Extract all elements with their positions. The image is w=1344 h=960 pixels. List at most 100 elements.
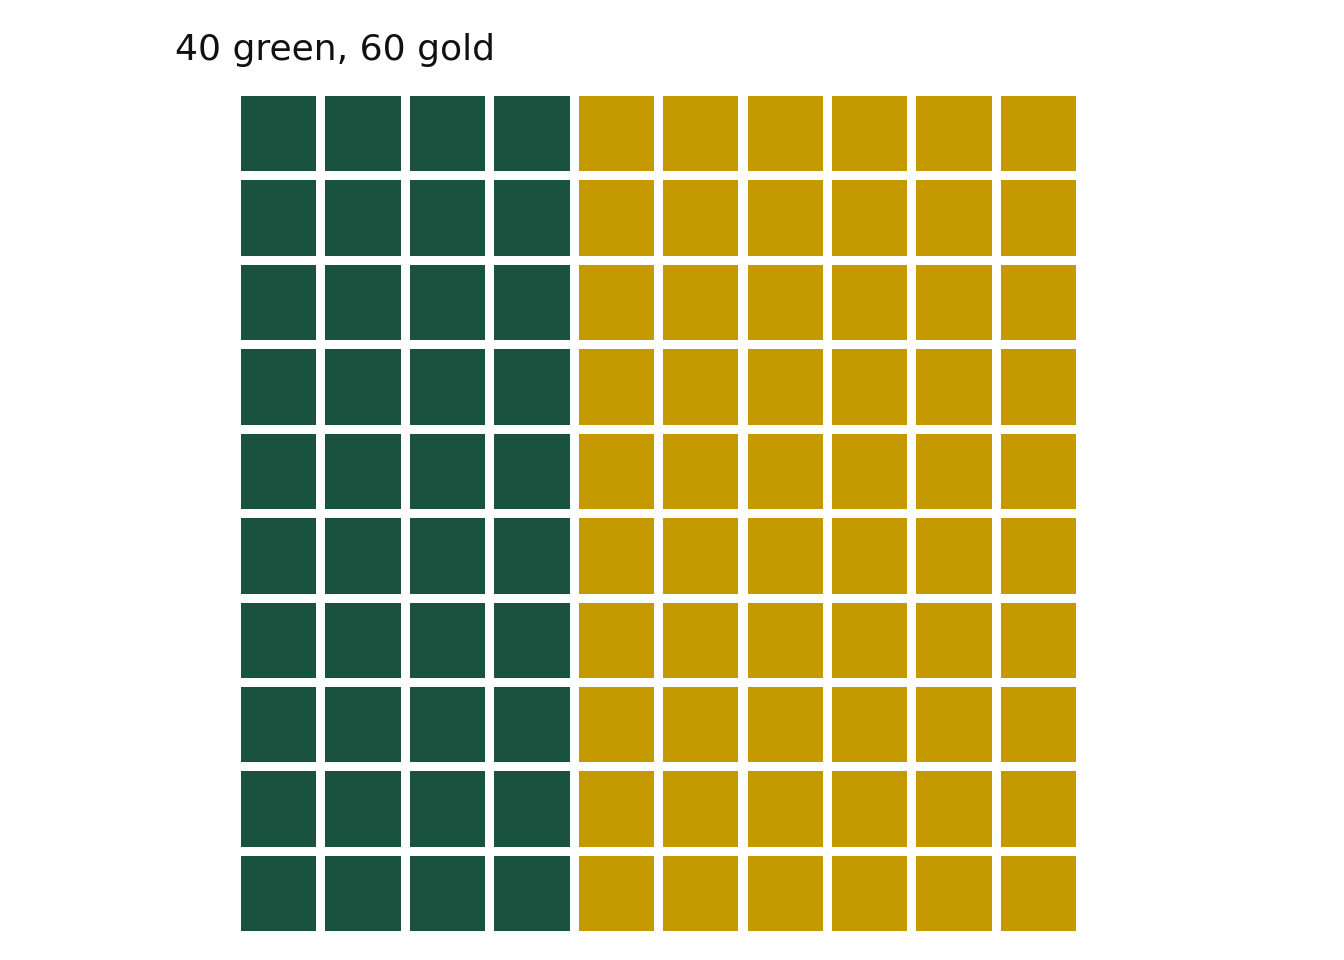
Bar — [917, 434, 992, 509]
Bar — [1001, 687, 1077, 762]
Bar — [1001, 603, 1077, 678]
Bar — [325, 687, 401, 762]
Bar — [1001, 855, 1077, 931]
Bar — [747, 434, 823, 509]
Bar — [325, 518, 401, 593]
Bar — [832, 603, 907, 678]
Bar — [663, 855, 738, 931]
Bar — [1001, 265, 1077, 340]
Bar — [663, 434, 738, 509]
Bar — [579, 518, 655, 593]
Bar — [917, 349, 992, 424]
Bar — [747, 855, 823, 931]
Bar — [495, 265, 570, 340]
Bar — [410, 855, 485, 931]
Bar — [410, 349, 485, 424]
Bar — [832, 855, 907, 931]
Bar — [410, 772, 485, 847]
Bar — [1001, 96, 1077, 172]
Bar — [747, 603, 823, 678]
Bar — [579, 603, 655, 678]
Bar — [747, 265, 823, 340]
Bar — [747, 518, 823, 593]
Bar — [325, 855, 401, 931]
Bar — [579, 265, 655, 340]
Bar — [241, 687, 316, 762]
Bar — [917, 180, 992, 255]
Bar — [663, 772, 738, 847]
Bar — [832, 349, 907, 424]
Bar — [495, 603, 570, 678]
Bar — [325, 772, 401, 847]
Bar — [917, 855, 992, 931]
Bar — [747, 772, 823, 847]
Bar — [325, 349, 401, 424]
Bar — [747, 349, 823, 424]
Bar — [241, 96, 316, 172]
Text: 40 green, 60 gold: 40 green, 60 gold — [175, 34, 495, 67]
Bar — [495, 772, 570, 847]
Bar — [495, 349, 570, 424]
Bar — [495, 96, 570, 172]
Bar — [832, 518, 907, 593]
Bar — [241, 349, 316, 424]
Bar — [832, 180, 907, 255]
Bar — [579, 349, 655, 424]
Bar — [663, 180, 738, 255]
Bar — [495, 180, 570, 255]
Bar — [579, 855, 655, 931]
Bar — [325, 96, 401, 172]
Bar — [663, 603, 738, 678]
Bar — [917, 518, 992, 593]
Bar — [917, 603, 992, 678]
Bar — [410, 434, 485, 509]
Bar — [410, 687, 485, 762]
Bar — [917, 96, 992, 172]
Bar — [410, 180, 485, 255]
Bar — [1001, 772, 1077, 847]
Bar — [579, 96, 655, 172]
Bar — [495, 855, 570, 931]
Bar — [1001, 434, 1077, 509]
Bar — [832, 265, 907, 340]
Bar — [917, 772, 992, 847]
Bar — [241, 265, 316, 340]
Bar — [663, 349, 738, 424]
Bar — [241, 180, 316, 255]
Bar — [832, 434, 907, 509]
Bar — [663, 265, 738, 340]
Bar — [663, 518, 738, 593]
Bar — [410, 518, 485, 593]
Bar — [747, 96, 823, 172]
Bar — [241, 434, 316, 509]
Bar — [579, 687, 655, 762]
Bar — [495, 518, 570, 593]
Bar — [579, 180, 655, 255]
Bar — [410, 603, 485, 678]
Bar — [495, 434, 570, 509]
Bar — [325, 265, 401, 340]
Bar — [325, 180, 401, 255]
Bar — [241, 603, 316, 678]
Bar — [832, 96, 907, 172]
Bar — [832, 687, 907, 762]
Bar — [1001, 180, 1077, 255]
Bar — [832, 772, 907, 847]
Bar — [917, 265, 992, 340]
Bar — [747, 687, 823, 762]
Bar — [917, 687, 992, 762]
Bar — [410, 265, 485, 340]
Bar — [663, 96, 738, 172]
Bar — [325, 603, 401, 678]
Bar — [241, 855, 316, 931]
Bar — [325, 434, 401, 509]
Bar — [241, 518, 316, 593]
Bar — [663, 687, 738, 762]
Bar — [241, 772, 316, 847]
Bar — [1001, 349, 1077, 424]
Bar — [747, 180, 823, 255]
Bar — [579, 434, 655, 509]
Bar — [410, 96, 485, 172]
Bar — [579, 772, 655, 847]
Bar — [1001, 518, 1077, 593]
